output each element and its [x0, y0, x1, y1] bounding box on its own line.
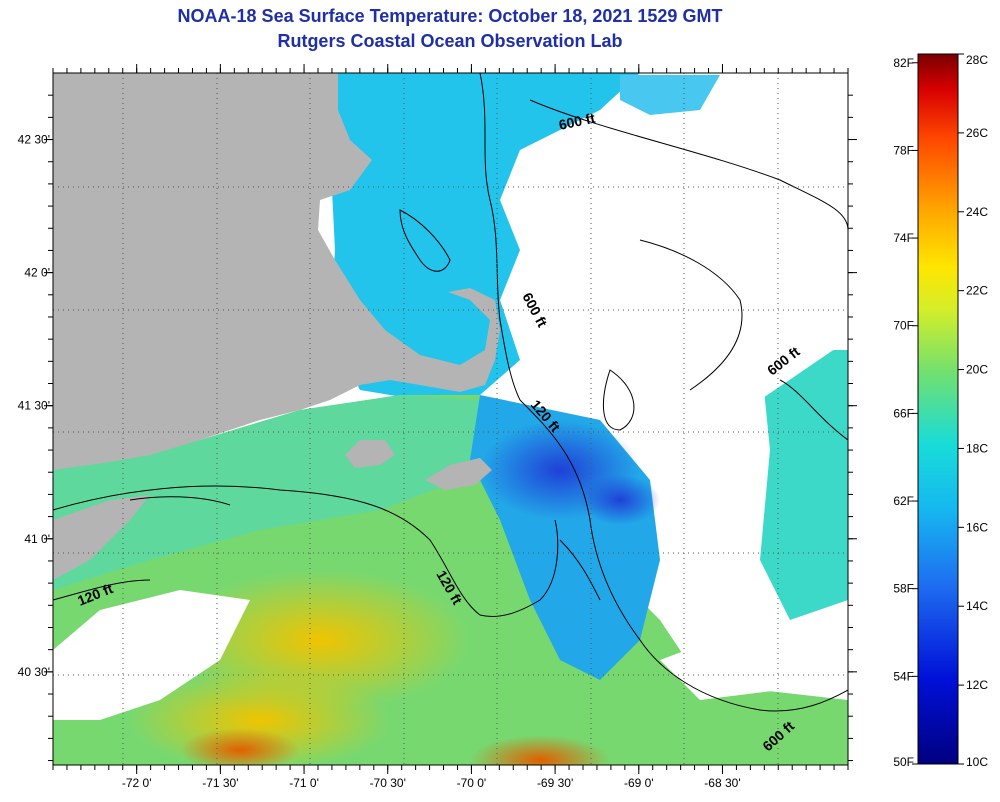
- cloud-cover-southeast: [660, 630, 848, 700]
- land-marthas-vineyard: [345, 440, 395, 468]
- celsius-tick-label: 24C: [966, 205, 988, 219]
- colorbar: [917, 53, 959, 765]
- lat-tick-label: 42 30': [18, 133, 50, 147]
- lat-tick-label: 42 0': [24, 266, 50, 280]
- sst-hot-spot: [470, 735, 610, 765]
- lon-tick-label: -72 0': [122, 776, 152, 790]
- map-title: NOAA-18 Sea Surface Temperature: October…: [177, 6, 723, 26]
- fahrenheit-tick-label: 78F: [893, 143, 914, 157]
- map-subtitle: Rutgers Coastal Ocean Observation Lab: [277, 31, 623, 51]
- sst-cold-spot-east: [580, 475, 660, 525]
- sst-field-east-patch: [760, 350, 848, 620]
- cloud-cover-east: [520, 130, 848, 430]
- celsius-tick-label: 20C: [966, 363, 988, 377]
- celsius-tick-label: 12C: [966, 678, 988, 692]
- fahrenheit-tick-label: 58F: [893, 582, 914, 596]
- fahrenheit-tick-label: 70F: [893, 319, 914, 333]
- celsius-tick-label: 18C: [966, 441, 988, 455]
- lon-tick-label: -71 0': [289, 776, 319, 790]
- lon-tick-label: -69 0': [624, 776, 654, 790]
- isobath-label: 600 ft: [557, 110, 596, 133]
- sst-field-northeast-patch: [620, 75, 720, 115]
- graticule: [53, 73, 848, 765]
- fahrenheit-tick-label: 54F: [893, 669, 914, 683]
- lat-tick-label: 41 30': [18, 399, 50, 413]
- cloud-cover-south: [53, 590, 250, 720]
- lon-tick-label: -70 30': [370, 776, 406, 790]
- celsius-tick-label: 16C: [966, 520, 988, 534]
- map-frame: [52, 72, 849, 766]
- map-axes: -72 0' -71 30' -71 0' -70 30' -70 0' -69 30' -…: [18, 64, 857, 790]
- celsius-tick-label: 28C: [966, 53, 988, 67]
- sst-field-gulf-of-maine: [330, 73, 640, 400]
- colorbar-ticks: 28C 26C 24C 22C 20C 18C 16C 14C 12C 10C 82F 78F 74F 7…: [893, 53, 988, 769]
- fahrenheit-tick-label: 50F: [893, 755, 914, 769]
- celsius-tick-label: 22C: [966, 284, 988, 298]
- isobath-contours: [53, 73, 848, 712]
- lat-tick-label: 41 0': [24, 532, 50, 546]
- fahrenheit-tick-label: 82F: [893, 56, 914, 70]
- celsius-tick-label: 14C: [966, 599, 988, 613]
- fahrenheit-tick-label: 66F: [893, 406, 914, 420]
- lon-tick-label: -71 30': [202, 776, 238, 790]
- land-nantucket: [425, 458, 492, 490]
- fahrenheit-tick-label: 74F: [893, 231, 914, 245]
- land-massachusetts: [53, 73, 500, 470]
- sst-field-nearshore: [53, 395, 500, 590]
- sst-hot-spot-west: [180, 728, 300, 765]
- fahrenheit-tick-label: 62F: [893, 494, 914, 508]
- land-long-island-tip: [53, 495, 150, 580]
- lon-tick-label: -69 30': [537, 776, 573, 790]
- lon-tick-label: -70 0': [457, 776, 487, 790]
- celsius-tick-label: 26C: [966, 126, 988, 140]
- lon-tick-label: -68 30': [704, 776, 740, 790]
- celsius-tick-label: 10C: [966, 755, 988, 769]
- lat-tick-label: 40 30': [18, 665, 50, 679]
